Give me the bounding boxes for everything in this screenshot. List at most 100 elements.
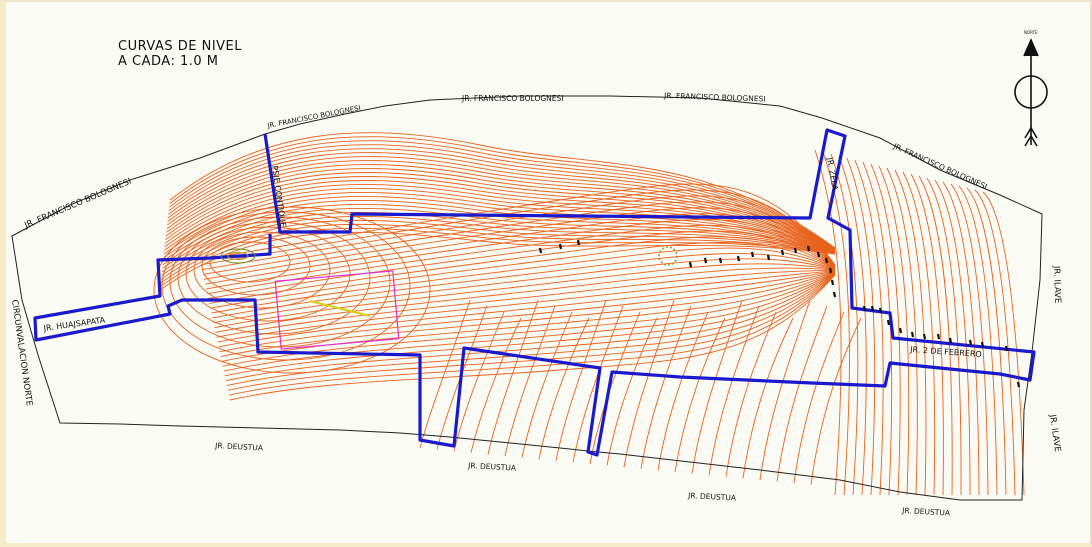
contour-line-east	[950, 183, 989, 496]
street-deustua-4: JR. DEUSTUA	[901, 506, 951, 518]
contour-line-southslope	[759, 299, 811, 481]
hilltop-mark	[220, 248, 256, 264]
contour-line-southslope	[453, 311, 505, 452]
contour-ring	[201, 236, 311, 296]
contour-line-south	[199, 183, 836, 266]
contour-line-north	[166, 164, 836, 251]
contour-line-north	[163, 196, 836, 258]
hilltop-circle	[658, 246, 678, 266]
contour-line-north	[166, 168, 836, 251]
contour-line-south	[219, 271, 836, 353]
contour-line-southslope	[810, 317, 862, 485]
contour-line-north	[161, 211, 836, 273]
contour-line-south	[200, 189, 836, 266]
contour-line-southslope	[725, 311, 777, 477]
contour-line-southslope	[589, 311, 641, 465]
contour-line-north	[165, 172, 836, 251]
contour-line-south	[201, 195, 836, 271]
contour-line-southslope	[674, 317, 726, 473]
contour-lines	[153, 132, 1025, 496]
contour-line-east	[934, 179, 971, 496]
survey-tick	[830, 279, 835, 286]
psje-contique-edge	[33, 128, 1036, 457]
street-bolognesi-3: JR. FRANCISCO BOLOGNESI	[461, 94, 563, 103]
street-ilave-1: JR. ILAVE	[1051, 265, 1062, 304]
contour-ring	[169, 216, 391, 348]
contour-line-southslope	[436, 305, 488, 450]
survey-tick	[703, 257, 708, 264]
contour-line-southslope	[657, 311, 709, 471]
contour-line-east	[974, 189, 1016, 496]
contour-line-southslope	[419, 299, 471, 449]
contour-line-north	[168, 148, 836, 250]
north-arrow-icon: NORTE	[1014, 30, 1048, 147]
contour-line-east	[958, 185, 998, 496]
survey-tick	[1016, 381, 1021, 388]
contour-line-north	[160, 227, 836, 287]
contour-line-south	[228, 274, 836, 396]
survey-tick	[736, 255, 741, 262]
contour-line-east	[830, 153, 859, 496]
parcel-label-mark	[309, 300, 371, 317]
contour-ring	[153, 206, 431, 374]
survey-tick	[968, 339, 973, 346]
contour-line-south	[220, 271, 836, 357]
survey-tick	[862, 305, 867, 312]
contour-line-southslope	[487, 299, 539, 455]
contour-line-southslope	[708, 305, 760, 476]
contour-line-southslope	[555, 299, 607, 461]
contour-line-east	[942, 181, 980, 496]
contour-line-south	[209, 236, 836, 304]
survey-tick	[793, 247, 798, 254]
contour-line-southslope	[691, 299, 743, 474]
contour-line-southslope	[572, 305, 624, 463]
contour-line-east	[894, 169, 927, 496]
contour-line-southslope	[470, 317, 522, 453]
title-line-2: A CADA: 1.0 M	[118, 54, 218, 69]
contour-line-north	[161, 215, 836, 276]
contour-line-east	[918, 175, 953, 496]
hilltop-mark-inner	[227, 252, 249, 260]
contour-line-east	[982, 191, 1025, 496]
contour-line-south	[217, 270, 836, 343]
contour-line-north	[165, 176, 836, 252]
contour-line-east	[878, 165, 910, 496]
contour-ring	[193, 231, 331, 309]
contour-ring	[161, 211, 411, 361]
contour-line-north	[163, 192, 836, 255]
survey-tick	[538, 247, 543, 254]
street-deustua-2: JR. DEUSTUA	[467, 461, 517, 473]
contour-line-east	[902, 171, 936, 496]
contour-line-south	[229, 274, 836, 401]
survey-tick	[816, 251, 821, 258]
survey-tick	[878, 307, 883, 314]
survey-tick	[832, 291, 837, 298]
contour-line-east	[966, 187, 1007, 496]
contour-line-south	[218, 270, 836, 348]
contour-line-north	[167, 152, 836, 250]
survey-tick	[980, 341, 985, 348]
contour-line-south	[214, 263, 836, 329]
road-edges	[33, 128, 1036, 457]
street-bolognesi-4: JR. FRANCISCO BOLOGNESI	[663, 91, 766, 104]
contour-line-south	[215, 267, 836, 333]
contour-ring	[185, 226, 351, 322]
contour-line-north	[167, 156, 836, 250]
survey-tick	[910, 331, 915, 338]
title-line-1: CURVAS DE NIVEL	[118, 39, 242, 54]
contour-line-north	[169, 136, 836, 249]
survey-tick	[922, 333, 927, 340]
contour-line-southslope	[623, 299, 675, 468]
street-deustua-1: JR. DEUSTUA	[214, 441, 264, 453]
contour-line-east	[870, 163, 901, 496]
survey-tick	[576, 239, 581, 246]
contour-line-east	[838, 155, 867, 496]
contour-line-southslope	[521, 311, 573, 458]
contour-line-east	[926, 177, 962, 496]
survey-tick	[688, 261, 693, 268]
survey-tick	[898, 327, 903, 334]
survey-tick	[828, 267, 833, 274]
north-label: NORTE	[1024, 30, 1038, 35]
contour-line-southslope	[793, 311, 845, 484]
